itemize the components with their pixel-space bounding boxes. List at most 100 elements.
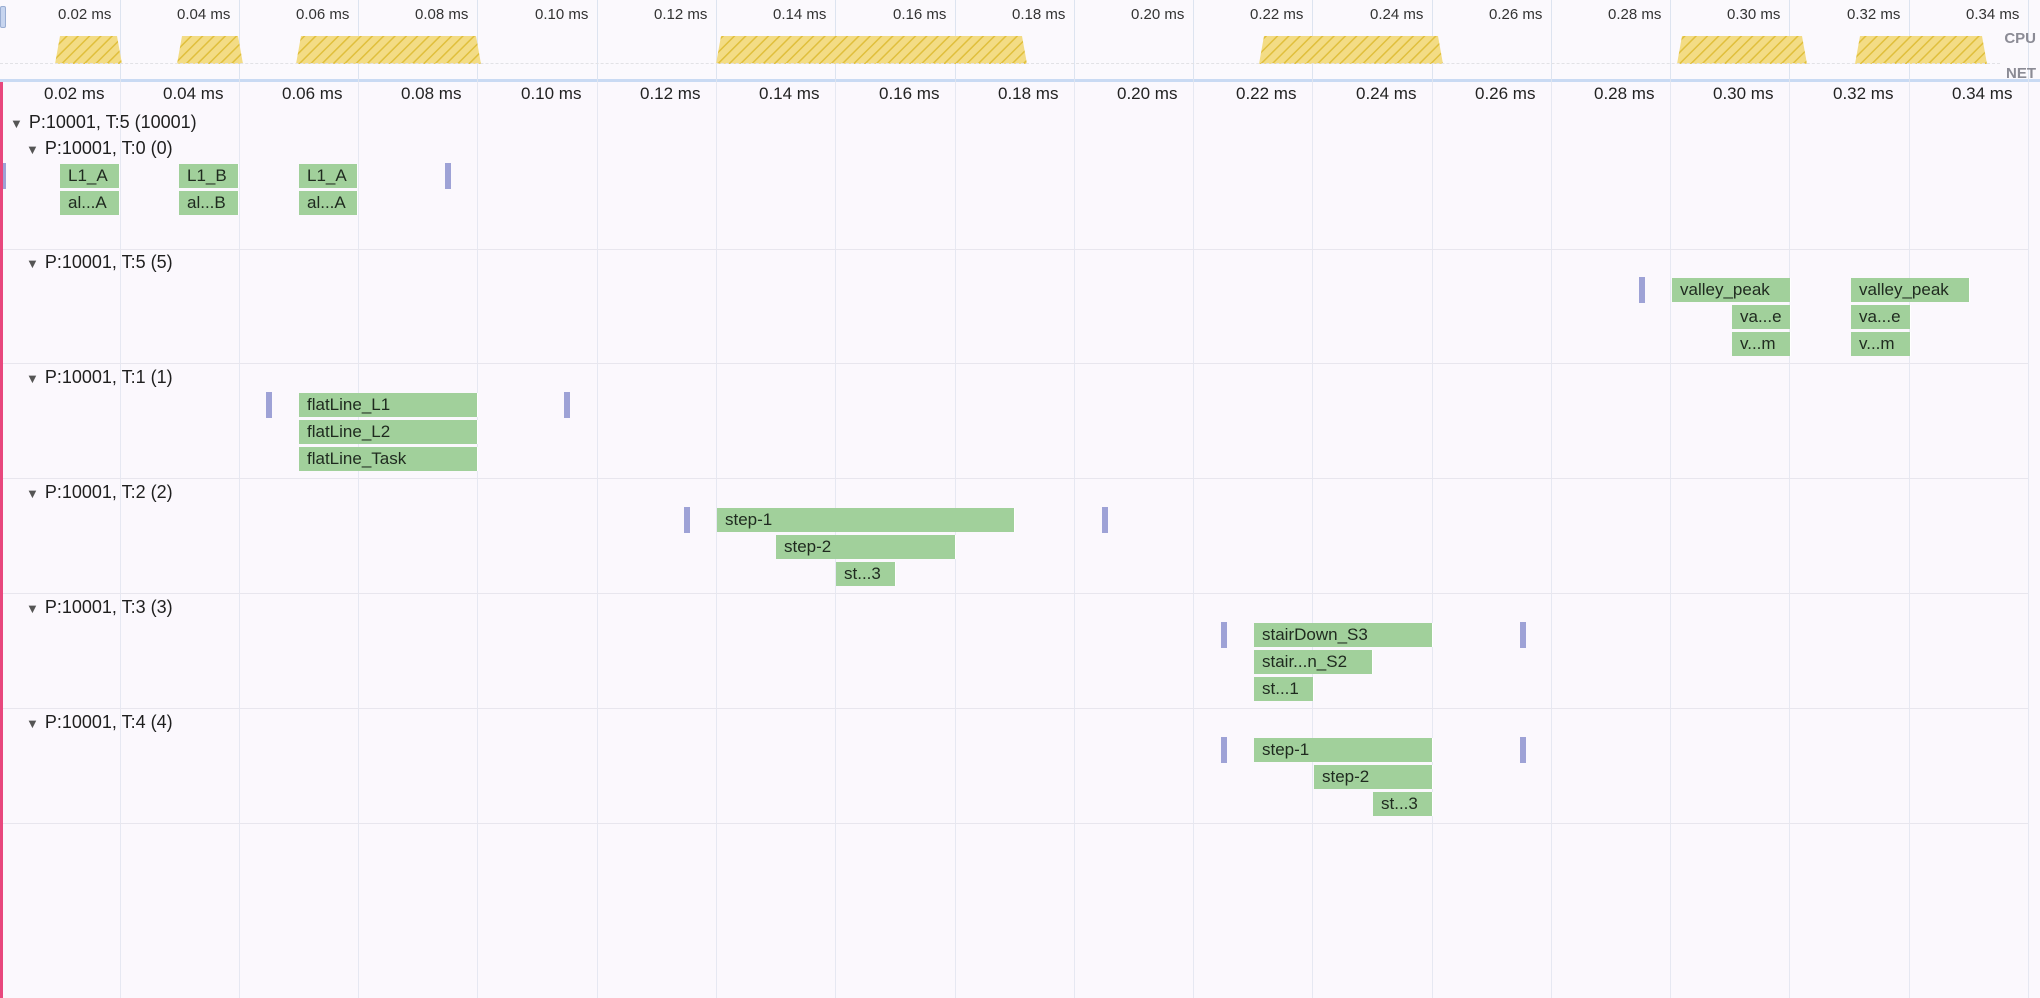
ruler-tick-label: 0.06 ms	[282, 84, 343, 103]
ruler-tick-label: 0.34 ms	[1952, 84, 2013, 103]
instant-event-marker[interactable]	[1221, 622, 1227, 648]
instant-event-marker[interactable]	[564, 392, 570, 418]
time-gridline	[1074, 82, 1075, 998]
ruler-tick-label: 0.20 ms	[1117, 84, 1178, 103]
overview-gridline	[716, 0, 717, 82]
time-ruler: 0.02 ms 0.04 ms 0.06 ms 0.08 ms 0.10 ms 0.12 …	[0, 82, 2040, 112]
collapse-triangle-icon[interactable]: ▼	[26, 371, 39, 386]
collapse-triangle-icon[interactable]: ▼	[26, 256, 39, 271]
flame-slice[interactable]: al...A	[60, 191, 120, 215]
overview-gridline	[597, 0, 598, 82]
flame-slice[interactable]: stairDown_S3	[1254, 623, 1433, 647]
collapse-triangle-icon[interactable]: ▼	[26, 486, 39, 501]
thread-label: P:10001, T:3 (3)	[44, 597, 173, 617]
cpu-activity-block	[1855, 36, 1987, 64]
flame-slice[interactable]: L1_A	[299, 164, 358, 188]
overview-selection-handle[interactable]	[0, 6, 6, 28]
overview-gridline	[477, 0, 478, 82]
thread-header[interactable]: ▼ P:10001, T:0 (0)	[26, 138, 173, 159]
overview-gridline	[120, 0, 121, 82]
overview-gridline	[1193, 0, 1194, 82]
flame-slice[interactable]: flatLine_L1	[299, 393, 478, 417]
instant-event-marker[interactable]	[684, 507, 690, 533]
instant-event-marker[interactable]	[266, 392, 272, 418]
overview-tick-label: 0.32 ms	[1847, 6, 1901, 23]
collapse-triangle-icon[interactable]: ▼	[26, 142, 39, 157]
flame-slice[interactable]: al...B	[179, 191, 239, 215]
flame-slice[interactable]: L1_B	[179, 164, 239, 188]
overview-tick-label: 0.22 ms	[1250, 6, 1304, 23]
ruler-tick-label: 0.12 ms	[640, 84, 701, 103]
timeline-overview[interactable]: 0.02 ms 0.04 ms 0.06 ms 0.08 ms 0.10 ms 0.12 …	[0, 0, 2040, 82]
ruler-tick-label: 0.16 ms	[879, 84, 940, 103]
ruler-tick-label: 0.32 ms	[1833, 84, 1894, 103]
flame-slice[interactable]: flatLine_Task	[299, 447, 478, 471]
process-label: P:10001, T:5 (10001)	[28, 112, 197, 132]
thread-label: P:10001, T:5 (5)	[44, 252, 173, 272]
flame-slice[interactable]: st...1	[1254, 677, 1314, 701]
flame-slice[interactable]: step-2	[1314, 765, 1433, 789]
thread-header[interactable]: ▼ P:10001, T:1 (1)	[26, 367, 173, 388]
flame-slice[interactable]: flatLine_L2	[299, 420, 478, 444]
thread-separator	[0, 823, 2028, 824]
ruler-tick-label: 0.04 ms	[163, 84, 224, 103]
thread-header[interactable]: ▼ P:10001, T:5 (5)	[26, 252, 173, 273]
instant-event-marker[interactable]	[1520, 737, 1526, 763]
overview-tick-label: 0.26 ms	[1489, 6, 1543, 23]
overview-tick-label: 0.18 ms	[1012, 6, 1066, 23]
thread-separator	[0, 708, 2028, 709]
thread-separator	[0, 593, 2028, 594]
overview-gridline	[2028, 0, 2029, 82]
overview-gridline	[1074, 0, 1075, 82]
instant-event-marker[interactable]	[1520, 622, 1526, 648]
thread-label: P:10001, T:1 (1)	[44, 367, 173, 387]
ruler-tick-label: 0.08 ms	[401, 84, 462, 103]
instant-event-marker[interactable]	[0, 163, 6, 189]
overview-tick-label: 0.20 ms	[1131, 6, 1185, 23]
ruler-tick-label: 0.26 ms	[1475, 84, 1536, 103]
collapse-triangle-icon[interactable]: ▼	[26, 601, 39, 616]
flame-slice[interactable]: al...A	[299, 191, 358, 215]
flame-tracks[interactable]: ▼ P:10001, T:5 (10001) ▼ P:10001, T:0 (0) L…	[0, 82, 2040, 998]
overview-gridline	[1670, 0, 1671, 82]
instant-event-marker[interactable]	[1639, 277, 1645, 303]
thread-label: P:10001, T:2 (2)	[44, 482, 173, 502]
thread-separator	[0, 249, 2028, 250]
overview-tick-label: 0.12 ms	[654, 6, 708, 23]
instant-event-marker[interactable]	[1102, 507, 1108, 533]
thread-header[interactable]: ▼ P:10001, T:4 (4)	[26, 712, 173, 733]
flame-slice[interactable]: st...3	[1373, 792, 1433, 816]
flame-slice[interactable]: L1_A	[60, 164, 120, 188]
thread-header[interactable]: ▼ P:10001, T:2 (2)	[26, 482, 173, 503]
flame-slice[interactable]: st...3	[836, 562, 896, 586]
time-gridline	[358, 82, 359, 998]
overview-tick-label: 0.02 ms	[58, 6, 112, 23]
cpu-activity-block	[55, 36, 122, 64]
viewport-left-edge	[0, 82, 3, 998]
instant-event-marker[interactable]	[1221, 737, 1227, 763]
thread-header[interactable]: ▼ P:10001, T:3 (3)	[26, 597, 173, 618]
time-gridline	[477, 82, 478, 998]
collapse-triangle-icon[interactable]: ▼	[26, 716, 39, 731]
flame-slice[interactable]: step-1	[717, 508, 1015, 532]
collapse-triangle-icon[interactable]: ▼	[10, 116, 23, 131]
flame-slice[interactable]: step-2	[776, 535, 956, 559]
process-header[interactable]: ▼ P:10001, T:5 (10001)	[10, 112, 197, 133]
time-gridline	[1312, 82, 1313, 998]
thread-label: P:10001, T:4 (4)	[44, 712, 173, 732]
flame-slice[interactable]: stair...n_S2	[1254, 650, 1373, 674]
flame-slice[interactable]: v...m	[1851, 332, 1911, 356]
flame-slice[interactable]: va...e	[1851, 305, 1911, 329]
ruler-tick-label: 0.18 ms	[998, 84, 1059, 103]
flame-slice[interactable]: va...e	[1732, 305, 1791, 329]
flame-slice[interactable]: valley_peak	[1851, 278, 1970, 302]
flame-slice[interactable]: valley_peak	[1672, 278, 1791, 302]
instant-event-marker[interactable]	[445, 163, 451, 189]
flame-slice[interactable]: v...m	[1732, 332, 1791, 356]
overview-tick-label: 0.14 ms	[773, 6, 827, 23]
thread-label: P:10001, T:0 (0)	[44, 138, 173, 158]
ruler-tick-label: 0.14 ms	[759, 84, 820, 103]
cpu-activity-track	[55, 36, 1987, 64]
overview-tick-label: 0.08 ms	[415, 6, 469, 23]
flame-slice[interactable]: step-1	[1254, 738, 1433, 762]
